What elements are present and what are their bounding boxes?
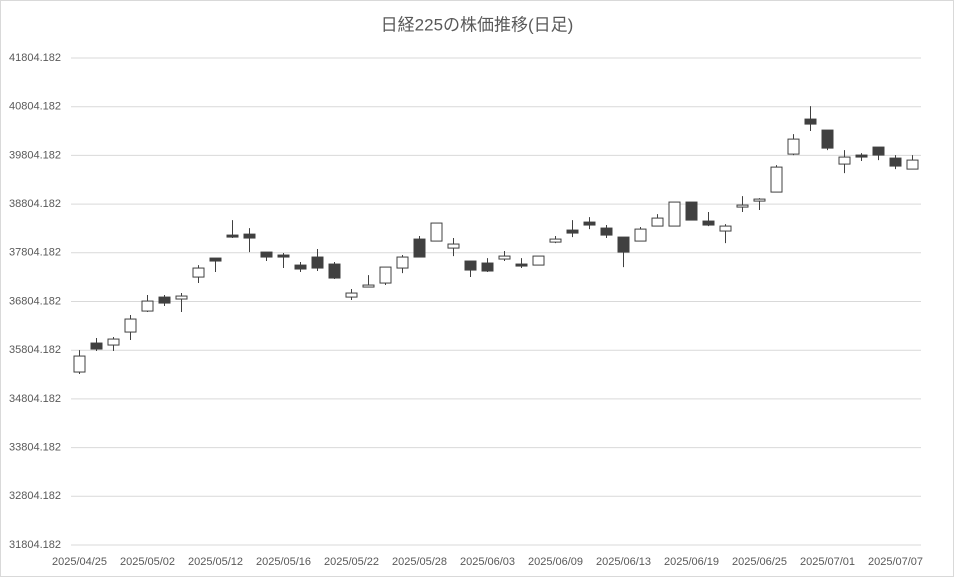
candle-body bbox=[192, 267, 205, 278]
candle-body bbox=[821, 129, 834, 149]
candle-body bbox=[328, 263, 341, 279]
candle-body bbox=[396, 256, 409, 269]
candle-body bbox=[124, 318, 137, 333]
candle-body bbox=[260, 251, 273, 258]
candle-body bbox=[447, 243, 460, 249]
y-tick-label: 34804.182 bbox=[9, 393, 61, 405]
candle-body bbox=[719, 225, 732, 232]
x-tick-label: 2025/04/25 bbox=[52, 556, 107, 568]
candle-body bbox=[362, 284, 375, 288]
candle-body bbox=[770, 166, 783, 193]
x-tick-label: 2025/07/01 bbox=[800, 556, 855, 568]
candle-body bbox=[209, 257, 222, 262]
y-tick-label: 31804.182 bbox=[9, 539, 61, 551]
x-tick-label: 2025/05/28 bbox=[392, 556, 447, 568]
candle-body bbox=[855, 154, 868, 158]
candle-body bbox=[464, 260, 477, 271]
candle-body bbox=[379, 266, 392, 284]
candle-body bbox=[634, 228, 647, 242]
x-tick-label: 2025/06/19 bbox=[664, 556, 719, 568]
x-tick-label: 2025/06/03 bbox=[460, 556, 515, 568]
candle-body bbox=[107, 338, 120, 346]
candle-body bbox=[566, 229, 579, 234]
x-tick-label: 2025/06/09 bbox=[528, 556, 583, 568]
y-tick-label: 36804.182 bbox=[9, 295, 61, 307]
y-tick-label: 38804.182 bbox=[9, 198, 61, 210]
candle-body bbox=[175, 295, 188, 300]
candle-body bbox=[617, 236, 630, 253]
candle-body bbox=[141, 300, 154, 312]
candle-body bbox=[600, 227, 613, 236]
x-tick-label: 2025/06/25 bbox=[732, 556, 787, 568]
candle-body bbox=[787, 138, 800, 155]
candle-body bbox=[702, 220, 715, 226]
candle-body bbox=[889, 157, 902, 167]
candle-body bbox=[498, 255, 511, 260]
candle-body bbox=[906, 159, 919, 170]
candle-body bbox=[345, 292, 358, 298]
chart-title: 日経225の株価推移(日足) bbox=[381, 15, 574, 34]
candle-body bbox=[838, 156, 851, 165]
candle-body bbox=[294, 264, 307, 270]
candle-body bbox=[226, 234, 239, 238]
y-tick-label: 39804.182 bbox=[9, 149, 61, 161]
candle-body bbox=[90, 342, 103, 350]
candle-body bbox=[243, 233, 256, 239]
candle-body bbox=[668, 201, 681, 227]
y-tick-label: 37804.182 bbox=[9, 247, 61, 259]
candle-body bbox=[515, 263, 528, 267]
x-tick-label: 2025/05/16 bbox=[256, 556, 311, 568]
candle-body bbox=[532, 255, 545, 266]
y-tick-label: 32804.182 bbox=[9, 490, 61, 502]
y-tick-label: 33804.182 bbox=[9, 442, 61, 454]
candle-body bbox=[583, 221, 596, 226]
candle-body bbox=[804, 118, 817, 125]
y-tick-label: 35804.182 bbox=[9, 344, 61, 356]
candle-body bbox=[753, 198, 766, 202]
candle-body bbox=[413, 238, 426, 258]
candle-body bbox=[651, 217, 664, 227]
candle-body bbox=[549, 238, 562, 243]
candle-body bbox=[158, 296, 171, 304]
x-tick-label: 2025/05/02 bbox=[120, 556, 175, 568]
y-tick-label: 41804.182 bbox=[9, 52, 61, 64]
candle-body bbox=[311, 256, 324, 269]
x-tick-label: 2025/05/22 bbox=[324, 556, 379, 568]
candle-body bbox=[685, 201, 698, 221]
x-tick-label: 2025/05/12 bbox=[188, 556, 243, 568]
candle-body bbox=[481, 262, 494, 272]
x-tick-label: 2025/07/07 bbox=[868, 556, 923, 568]
candle-body bbox=[430, 222, 443, 242]
candle-body bbox=[73, 355, 86, 373]
candle-body bbox=[736, 204, 749, 208]
x-tick-label: 2025/06/13 bbox=[596, 556, 651, 568]
candle-body bbox=[277, 254, 290, 258]
y-tick-label: 40804.182 bbox=[9, 101, 61, 113]
candle-body bbox=[872, 146, 885, 156]
